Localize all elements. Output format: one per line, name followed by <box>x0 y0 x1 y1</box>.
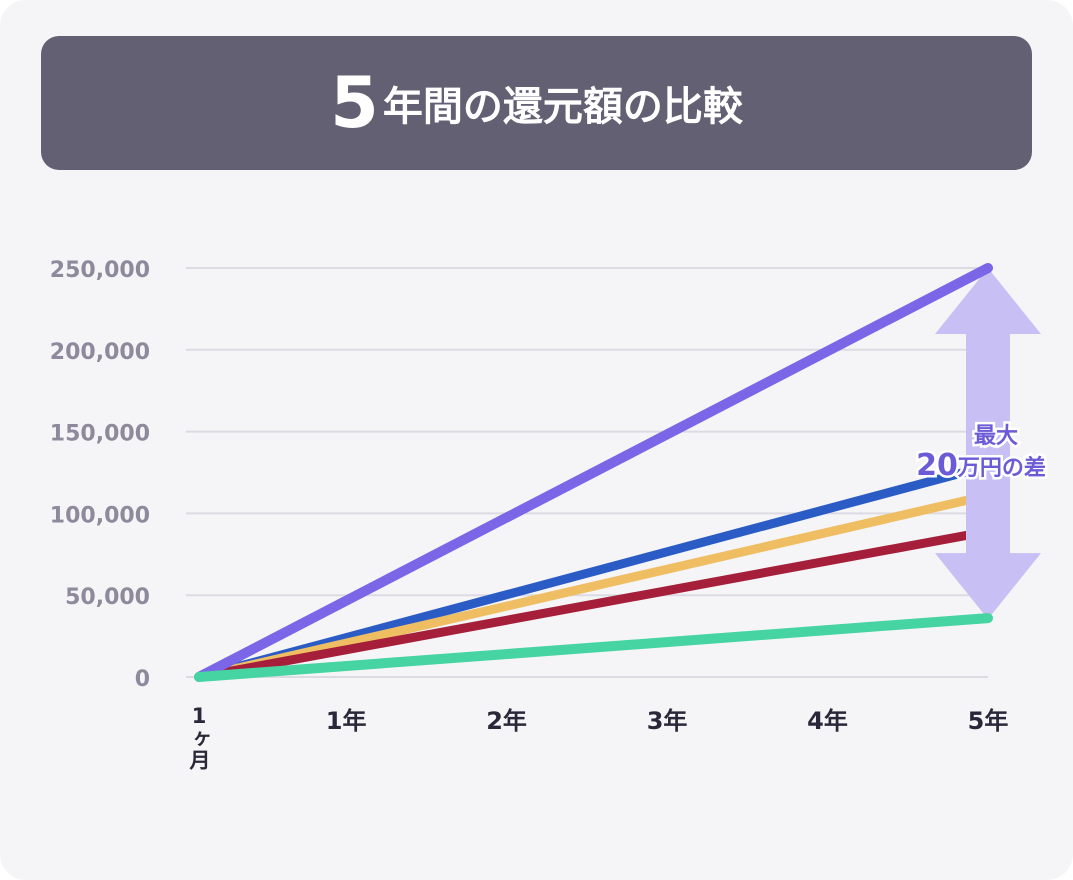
series-line-1 <box>194 461 993 682</box>
grid <box>186 267 988 678</box>
series-line-2 <box>194 490 993 682</box>
y-tick-label: 150,000 <box>50 422 150 447</box>
y-tick-label: 0 <box>135 667 150 692</box>
x-tick-label: 1年 <box>326 707 367 735</box>
annotation-line1: 最大 <box>974 424 1018 449</box>
annotation-unit: 万円の差 <box>957 455 1046 481</box>
x-axis-ticks: 1年 2年 3年 4年 5年 <box>326 707 1009 735</box>
series-lines-front <box>194 263 993 682</box>
y-tick-label: 100,000 <box>50 503 150 528</box>
x-tick-label: 4年 <box>807 707 848 735</box>
difference-annotation: 最大 20万円の差 <box>914 422 1049 486</box>
x-tick-label-first: 1ヶ月 <box>187 704 211 770</box>
series-lines-back <box>194 461 993 682</box>
double-arrow-shape <box>935 268 1041 620</box>
series-line-4 <box>194 263 993 682</box>
series-line-3 <box>194 526 993 682</box>
annotation-amount: 20 <box>916 448 958 483</box>
y-axis-ticks: 0 50,000 100,000 150,000 200,000 250,000 <box>50 258 150 692</box>
series-line-5 <box>194 613 993 682</box>
chart-title-banner: 5 年間の還元額の比較 <box>41 36 1032 170</box>
title-text: 年間の還元額の比較 <box>382 84 743 130</box>
y-tick-label: 200,000 <box>50 340 150 365</box>
x-tick-label: 5年 <box>968 707 1009 735</box>
y-tick-label: 50,000 <box>65 585 150 610</box>
x-tick-label: 2年 <box>486 707 527 735</box>
annotation-line2: 20万円の差 <box>916 448 1046 483</box>
x-tick-label: 3年 <box>647 707 688 735</box>
y-tick-label: 250,000 <box>50 258 150 283</box>
title-number: 5 <box>330 62 379 144</box>
difference-arrow-icon <box>935 268 1041 620</box>
